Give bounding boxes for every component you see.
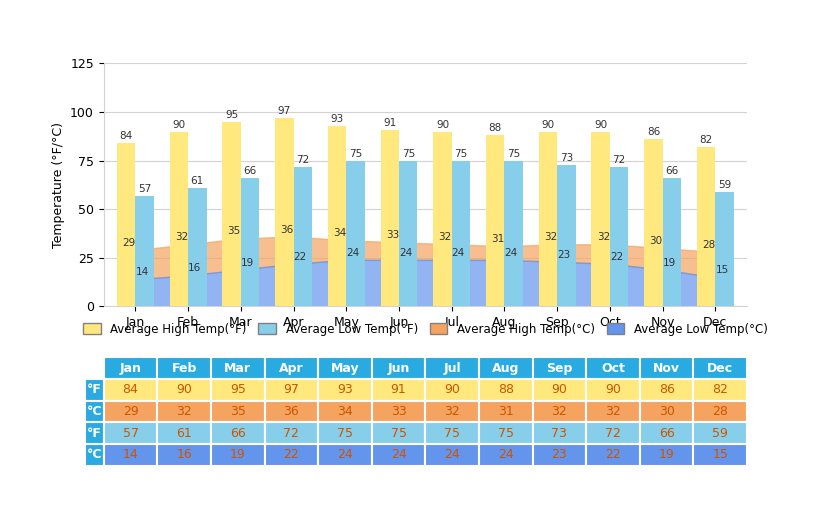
Bar [381, 130, 399, 306]
Text: 32: 32 [438, 232, 452, 242]
Text: 72: 72 [613, 154, 626, 165]
Text: 75: 75 [349, 149, 362, 159]
Text: 91: 91 [383, 117, 397, 127]
Text: 61: 61 [191, 176, 204, 186]
Text: 90: 90 [173, 120, 185, 130]
Text: 16: 16 [188, 263, 202, 273]
Text: 95: 95 [225, 110, 238, 120]
Bar [452, 161, 470, 306]
Text: 35: 35 [227, 226, 241, 236]
Text: 93: 93 [330, 114, 344, 124]
Bar [644, 139, 662, 306]
Text: 66: 66 [665, 166, 678, 176]
Text: 75: 75 [402, 149, 415, 159]
Text: 75: 75 [454, 149, 467, 159]
Text: 32: 32 [597, 232, 610, 242]
Text: 29: 29 [122, 238, 135, 248]
Text: 36: 36 [281, 224, 294, 234]
Text: 66: 66 [243, 166, 256, 176]
Bar [135, 196, 154, 306]
Text: 22: 22 [610, 252, 623, 262]
Text: 24: 24 [452, 248, 465, 258]
Bar [610, 167, 628, 306]
Text: 90: 90 [436, 120, 449, 130]
Text: 28: 28 [702, 240, 715, 250]
Bar [715, 192, 734, 306]
Bar [592, 132, 610, 306]
Legend: Average High Temp(°F), Average Low Temp(°F), Average High Temp(°C), Average Low : Average High Temp(°F), Average Low Temp(… [83, 323, 768, 336]
Text: 84: 84 [120, 131, 133, 141]
Text: 31: 31 [491, 234, 505, 244]
Text: 24: 24 [505, 248, 518, 258]
Text: 23: 23 [557, 250, 570, 260]
Text: 24: 24 [346, 248, 359, 258]
Bar [557, 165, 576, 306]
Text: 34: 34 [333, 229, 346, 239]
Bar [117, 143, 135, 306]
Bar [433, 132, 452, 306]
Bar [662, 178, 681, 306]
Bar [486, 135, 505, 306]
Text: 90: 90 [541, 120, 554, 130]
Text: 59: 59 [718, 180, 731, 190]
Text: 88: 88 [489, 123, 502, 133]
Bar [328, 126, 346, 306]
Bar [169, 132, 188, 306]
Y-axis label: Temperature (°F/°C): Temperature (°F/°C) [51, 122, 65, 248]
Text: 86: 86 [647, 127, 660, 138]
Text: 73: 73 [559, 153, 573, 162]
Text: 75: 75 [507, 149, 520, 159]
Text: 30: 30 [650, 236, 662, 246]
Text: 97: 97 [278, 106, 291, 116]
Text: 82: 82 [700, 135, 713, 145]
Text: 72: 72 [296, 154, 310, 165]
Text: 32: 32 [544, 232, 557, 242]
Text: 22: 22 [294, 252, 307, 262]
Text: 33: 33 [386, 231, 399, 240]
Text: 19: 19 [662, 258, 676, 268]
Text: 32: 32 [175, 232, 188, 242]
Bar [539, 132, 557, 306]
Bar [399, 161, 417, 306]
Bar [505, 161, 523, 306]
Text: 14: 14 [135, 267, 149, 277]
Bar [697, 147, 715, 306]
Bar [222, 122, 241, 306]
Text: 90: 90 [594, 120, 608, 130]
Bar [241, 178, 259, 306]
Bar [346, 161, 364, 306]
Text: 24: 24 [399, 248, 413, 258]
Bar [188, 188, 207, 306]
Text: 57: 57 [138, 184, 151, 194]
Text: 19: 19 [241, 258, 254, 268]
Bar [294, 167, 312, 306]
Bar [275, 118, 294, 306]
Text: 15: 15 [715, 266, 729, 276]
